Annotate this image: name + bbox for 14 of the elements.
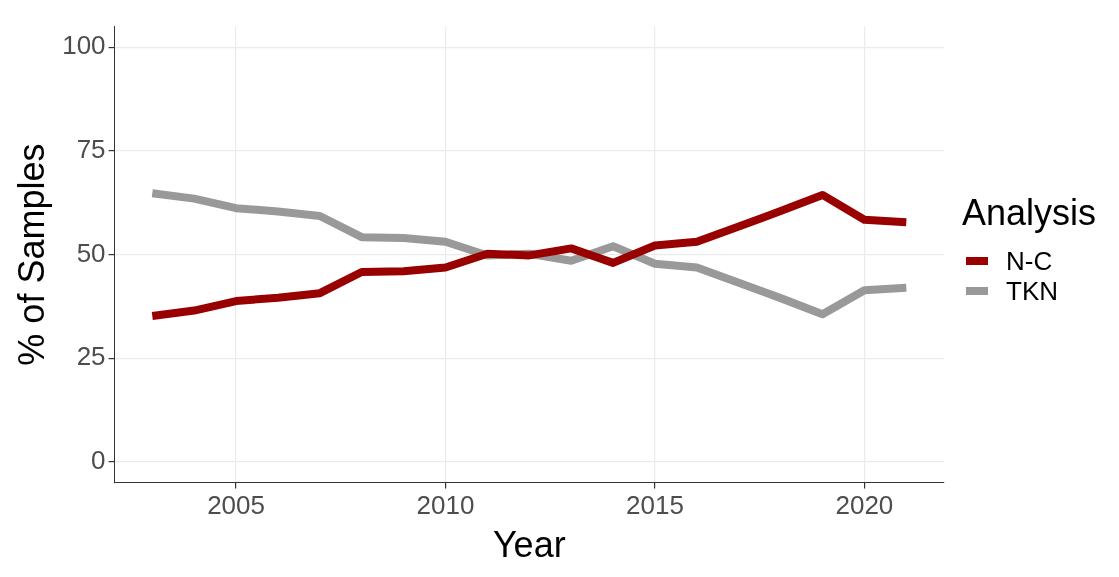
y-axis-title: % of Samples	[10, 143, 52, 366]
x-tick-label: 2010	[416, 490, 475, 521]
x-tick-label: 2015	[626, 490, 684, 521]
y-tick-label: 100	[62, 30, 106, 61]
y-tick-label: 50	[76, 237, 106, 268]
legend-title: Analysis	[962, 191, 1097, 234]
x-tick-label: 2005	[207, 490, 265, 521]
y-tick-label: 25	[76, 341, 106, 372]
y-tick-label: 75	[76, 134, 106, 165]
x-tick-label: 2020	[835, 490, 894, 521]
legend-label: TKN	[1006, 275, 1058, 306]
x-axis-title: Year	[492, 524, 566, 566]
legend-label: N-C	[1006, 245, 1053, 276]
y-tick-label: 0	[91, 445, 106, 476]
